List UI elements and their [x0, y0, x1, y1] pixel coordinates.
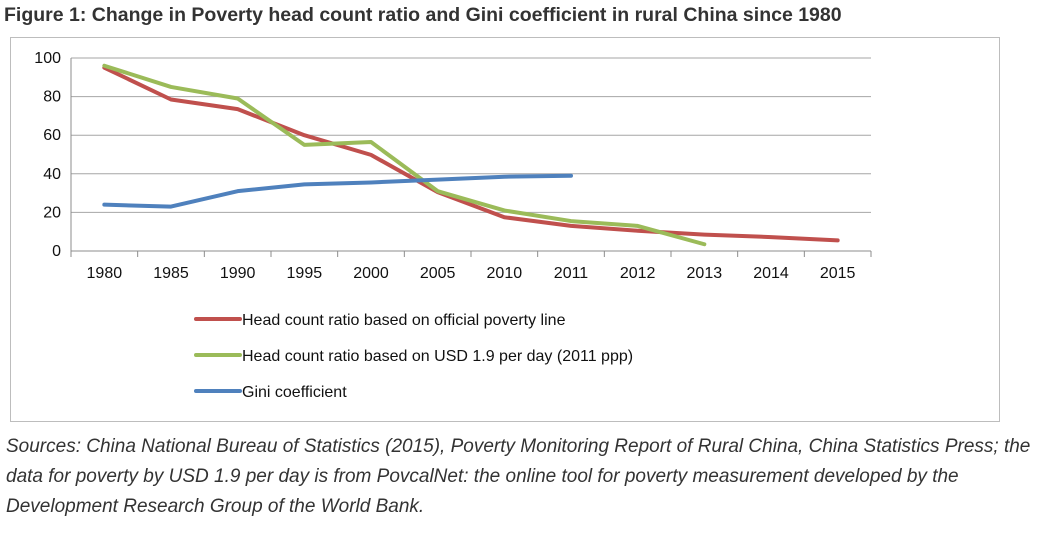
legend: Head count ratio based on official pover… [194, 312, 633, 401]
x-tick-label: 1990 [220, 265, 256, 282]
series-line-2 [102, 173, 573, 209]
y-tick-label: 40 [43, 166, 61, 183]
x-tick-label: 2010 [487, 265, 523, 282]
figure-title: Figure 1: Change in Poverty head count r… [4, 4, 842, 26]
y-tick-label: 20 [43, 204, 61, 221]
y-tick-label: 100 [34, 50, 61, 67]
x-tick-label: 1995 [287, 265, 323, 282]
legend-label-1: Head count ratio based on USD 1.9 per da… [242, 348, 633, 365]
x-tick-label: 1980 [87, 265, 123, 282]
x-tick-label: 2012 [620, 265, 656, 282]
line-chart: 0 20 40 60 80 100 1980 1985 1990 1995 2000 2005 2010… [34, 50, 872, 401]
y-tick-label: 80 [43, 89, 61, 106]
y-tick-label: 0 [52, 243, 61, 260]
legend-label-0: Head count ratio based on official pover… [242, 312, 566, 329]
series-line-0 [102, 65, 840, 243]
chart-frame: 0 20 40 60 80 100 1980 1985 1990 1995 2000 2005 2010… [10, 37, 1000, 422]
x-tick-label: 1985 [153, 265, 189, 282]
series-lines [102, 63, 840, 247]
axes: 0 20 40 60 80 100 1980 1985 1990 1995 2000 2005 2010… [34, 50, 872, 282]
y-tick-label: 60 [43, 127, 61, 144]
x-tick-label: 2000 [353, 265, 389, 282]
x-tick-label: 2005 [420, 265, 456, 282]
sources-note: Sources: China National Bureau of Statis… [6, 436, 1031, 517]
x-tick-label: 2013 [687, 265, 723, 282]
gridlines [71, 57, 871, 213]
x-tick-label: 2015 [820, 265, 856, 282]
legend-label-2: Gini coefficient [242, 384, 347, 401]
x-tick-label: 2014 [753, 265, 789, 282]
x-tick-label: 2011 [554, 265, 589, 282]
series-line-1 [102, 63, 707, 247]
